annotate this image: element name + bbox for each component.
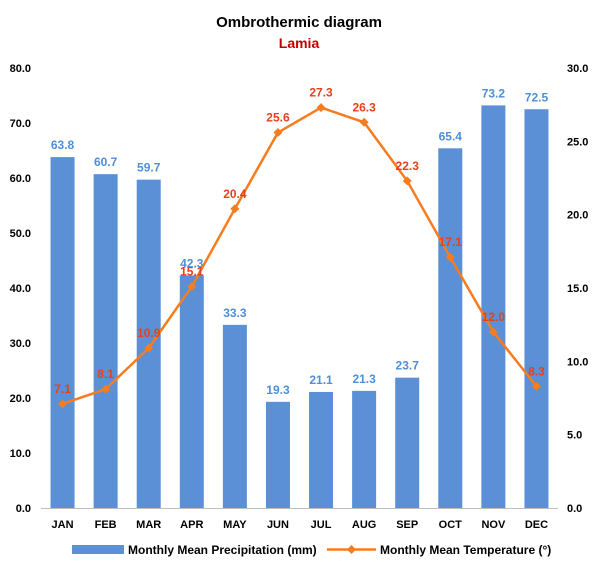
right-tick-label: 20.0 <box>567 210 588 222</box>
precipitation-bar <box>352 390 377 508</box>
x-tick-label: NOV <box>481 519 506 531</box>
precipitation-bar <box>265 401 290 508</box>
temperature-value-label: 27.3 <box>309 86 333 100</box>
precipitation-bars <box>50 105 549 509</box>
x-tick-label: DEC <box>525 519 548 531</box>
x-tick-label: OCT <box>439 519 463 531</box>
x-tick-label: MAY <box>223 519 247 531</box>
legend: Monthly Mean Precipitation (mm) Monthly … <box>72 543 551 557</box>
precipitation-bar <box>222 324 247 508</box>
precipitation-bar <box>524 109 549 508</box>
precipitation-value-label: 63.8 <box>51 138 75 152</box>
temperature-value-label: 15.1 <box>180 265 204 279</box>
temperature-marker <box>58 399 68 409</box>
left-tick-label: 70.0 <box>10 118 31 130</box>
x-tick-label: JUL <box>311 519 332 531</box>
chart-subtitle: Lamia <box>279 35 320 51</box>
temperature-marker <box>187 282 197 292</box>
temperature-value-label: 8.1 <box>97 367 114 381</box>
legend-precipitation-swatch <box>72 545 124 554</box>
temperature-marker <box>359 117 369 127</box>
x-tick-label: AUG <box>352 519 376 531</box>
left-tick-label: 20.0 <box>10 393 31 405</box>
left-tick-label: 40.0 <box>10 283 31 295</box>
temperature-value-label: 7.1 <box>54 382 71 396</box>
temperature-value-label: 17.1 <box>439 235 463 249</box>
x-tick-label: APR <box>180 519 203 531</box>
temperature-marker <box>531 381 541 391</box>
precipitation-bar <box>179 275 204 508</box>
temperature-marker <box>488 327 498 337</box>
precipitation-labels: 63.8 60.7 59.7 42.3 33.3 19.3 21.1 21.3 23.7 65.4… <box>51 86 549 396</box>
x-tick-label: JAN <box>52 519 74 531</box>
precipitation-value-label: 59.7 <box>137 161 161 175</box>
precipitation-value-label: 60.7 <box>94 155 118 169</box>
right-tick-label: 15.0 <box>567 283 588 295</box>
temperature-value-label: 8.3 <box>528 364 545 378</box>
x-axis-labels: JAN FEB MAR APR MAY JUN JUL AUG SEP OCT NOV DEC <box>52 519 549 531</box>
left-axis: 0.0 10.0 20.0 30.0 40.0 50.0 60.0 70.0 80.0 <box>10 63 31 515</box>
precipitation-bar <box>309 391 334 508</box>
temperature-marker <box>230 204 240 214</box>
precipitation-bar <box>93 174 118 508</box>
x-tick-label: SEP <box>396 519 418 531</box>
x-tick-label: MAR <box>136 519 161 531</box>
temperature-value-label: 10.9 <box>137 326 161 340</box>
legend-temperature-label: Monthly Mean Temperature (°) <box>380 543 551 557</box>
precipitation-bar <box>438 148 463 509</box>
legend-temperature-marker <box>347 545 356 554</box>
temperature-marker <box>316 103 326 113</box>
temperature-value-label: 26.3 <box>352 100 376 114</box>
right-tick-label: 25.0 <box>567 136 588 148</box>
precipitation-value-label: 19.3 <box>266 383 290 397</box>
precipitation-value-label: 21.3 <box>352 372 376 386</box>
precipitation-value-label: 42.3 <box>180 256 204 270</box>
left-tick-label: 50.0 <box>10 228 31 240</box>
precipitation-bar <box>395 377 420 508</box>
precipitation-bar <box>50 157 75 508</box>
right-axis: 0.0 5.0 10.0 15.0 20.0 25.0 30.0 <box>567 63 588 515</box>
precipitation-value-label: 23.7 <box>396 359 420 373</box>
temperature-labels: 7.1 8.1 10.9 15.1 20.4 25.6 27.3 26.3 22.3 17.1 12… <box>54 86 545 396</box>
temperature-series-line <box>62 106 538 406</box>
precipitation-bar <box>481 105 506 509</box>
x-tick-label: FEB <box>95 519 117 531</box>
left-tick-label: 30.0 <box>10 338 31 350</box>
left-tick-label: 10.0 <box>10 448 31 460</box>
temperature-marker <box>101 384 111 394</box>
precipitation-value-label: 21.1 <box>309 373 333 387</box>
left-tick-label: 60.0 <box>10 173 31 185</box>
precipitation-value-label: 33.3 <box>223 306 247 320</box>
legend-precipitation-label: Monthly Mean Precipitation (mm) <box>128 543 317 557</box>
temperature-value-label: 20.4 <box>223 187 247 201</box>
temperature-marker <box>144 343 154 353</box>
right-tick-label: 10.0 <box>567 356 588 368</box>
right-tick-label: 0.0 <box>567 503 582 515</box>
temperature-marker <box>402 176 412 186</box>
right-tick-label: 30.0 <box>567 63 588 75</box>
precipitation-value-label: 73.2 <box>482 86 506 100</box>
temperature-line <box>58 103 541 409</box>
temperature-marker <box>445 252 455 262</box>
temperature-value-label: 12.0 <box>482 310 506 324</box>
left-tick-label: 80.0 <box>10 63 31 75</box>
temperature-marker <box>273 128 283 138</box>
right-tick-label: 5.0 <box>567 430 582 442</box>
temperature-value-label: 22.3 <box>396 159 420 173</box>
precipitation-value-label: 72.5 <box>525 90 549 104</box>
precipitation-value-label: 65.4 <box>439 129 463 143</box>
x-tick-label: JUN <box>267 519 289 531</box>
temperature-value-label: 25.6 <box>266 111 290 125</box>
chart-title: Ombrothermic diagram <box>216 14 382 31</box>
left-tick-label: 0.0 <box>16 503 31 515</box>
